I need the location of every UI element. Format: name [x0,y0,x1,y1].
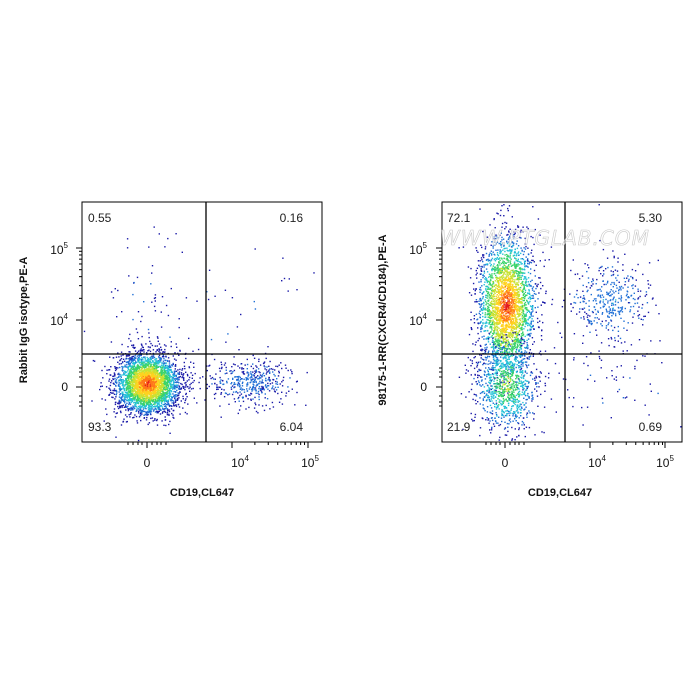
y-tick-label-10e4: 104 [50,312,68,328]
dot-cloud [458,204,682,441]
axis-ticks [436,247,666,448]
x-tick-label-10e4: 104 [231,454,249,470]
axis-ticks [76,247,309,448]
quadrant-upper-left-value: 72.1 [447,211,471,225]
x-axis-title: CD19,CL647 [170,487,234,499]
plot-frame [441,201,683,443]
quadrant-lower-left-value: 21.9 [447,420,471,434]
plot-left: 0.55 0.16 93.3 6.04 0 104 105 0 104 105 … [18,201,323,499]
x-axis-title: CD19,CL647 [528,487,592,499]
x-tick-label-0: 0 [502,456,509,470]
y-tick-label-10e5: 105 [50,241,68,257]
quadrant-upper-right-value: 5.30 [639,211,663,225]
watermark: WWW.PTGLAB.COM [440,226,650,250]
x-tick-label-10e4: 104 [588,454,606,470]
plot-frame [81,201,323,443]
quadrant-lower-right-value: 6.04 [280,420,304,434]
y-tick-label-10e5: 105 [409,241,427,257]
x-tick-label-10e5: 105 [656,454,674,470]
plot-right: 72.1 5.30 21.9 0.69 0 104 105 0 104 105 … [377,201,683,499]
x-tick-label-0: 0 [144,456,151,470]
quadrant-upper-right-value: 0.16 [280,211,304,225]
y-tick-label-10e4: 104 [409,312,427,328]
y-tick-label-0: 0 [420,380,427,394]
y-axis-title: Rabbit IgG isotype,PE-A [18,257,30,384]
dot-cloud [83,226,315,442]
quadrant-upper-left-value: 0.55 [88,211,112,225]
x-tick-label-10e5: 105 [301,454,319,470]
y-tick-label-0: 0 [61,380,68,394]
quadrant-lower-right-value: 0.69 [639,420,663,434]
quadrant-lower-left-value: 93.3 [88,420,112,434]
y-axis-title: 98175-1-RR(CXCR4/CD184),PE-A [377,234,389,405]
